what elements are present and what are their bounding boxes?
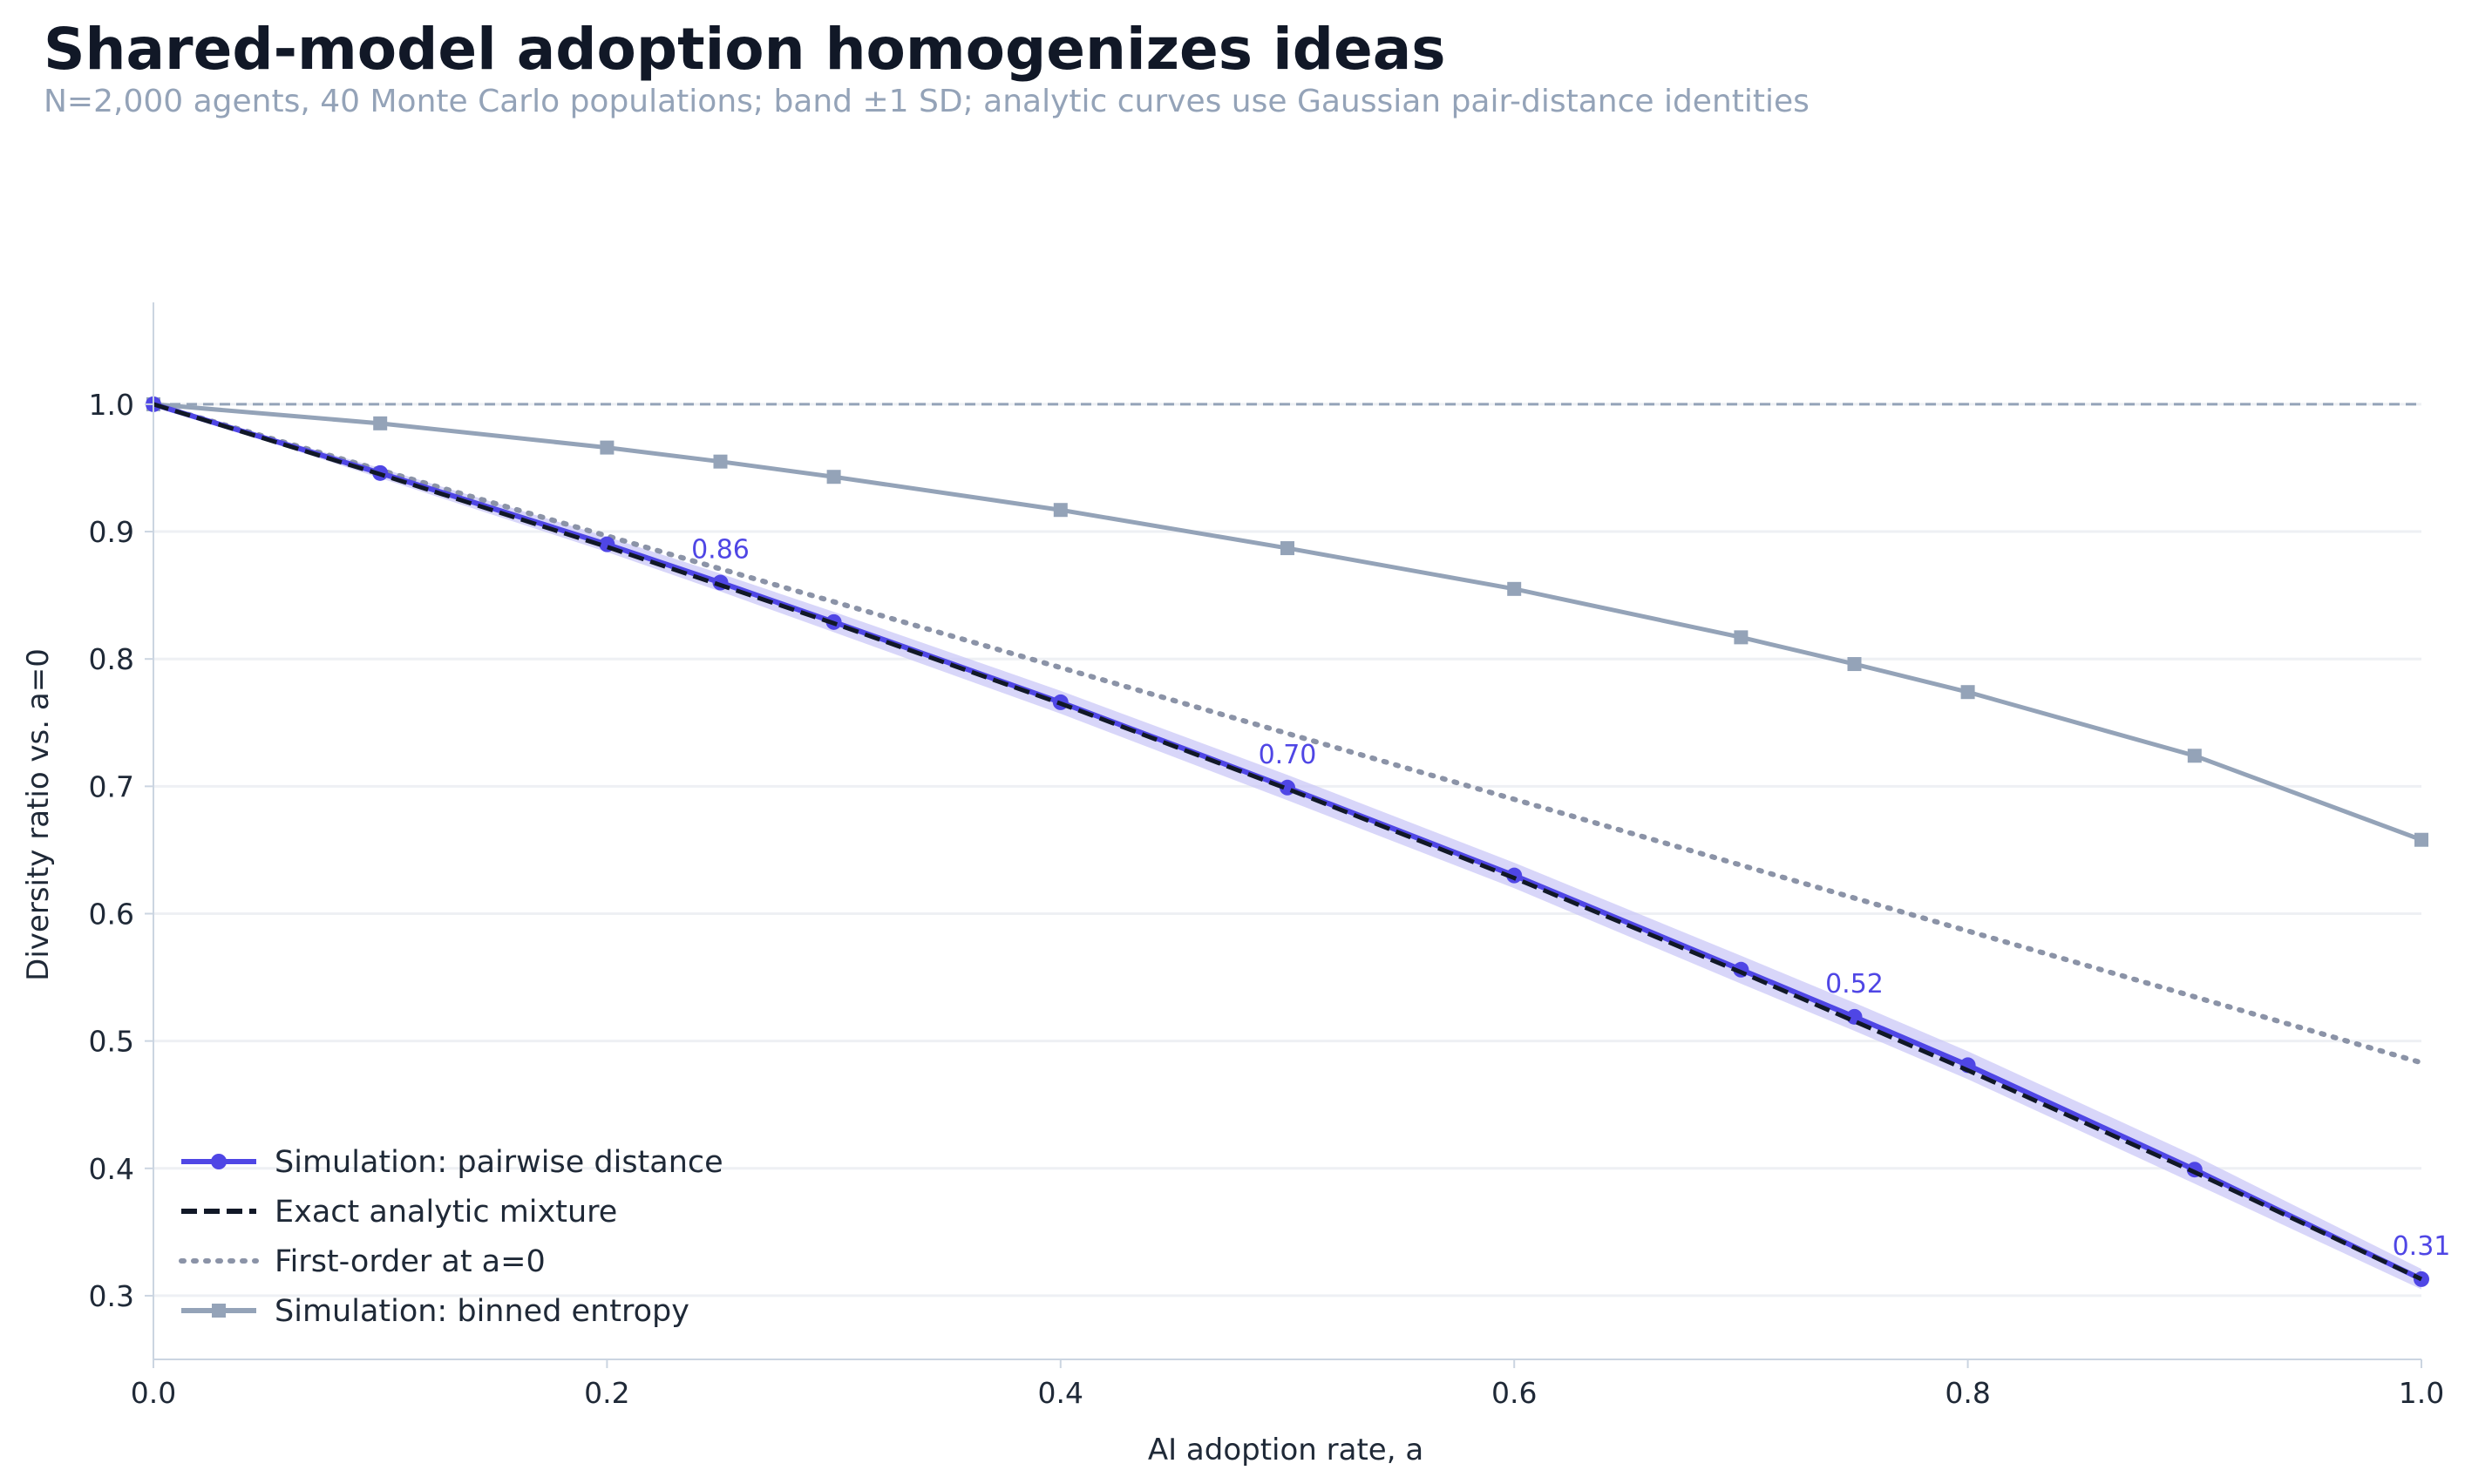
axes: 0.3 0.4 0.5 0.6 0.7 0.8 0.9 1.0 0.0 0.2 0.4 0.6 0.8 1… [89, 302, 2444, 1410]
binned-entropy-point [2187, 749, 2202, 763]
y-tick-label: 0.9 [89, 515, 134, 549]
series-layer [146, 396, 2429, 1287]
legend-label: Simulation: binned entropy [275, 1294, 689, 1329]
chart-subtitle: N=2,000 agents, 40 Monte Carlo populatio… [44, 84, 1810, 119]
annotations: 0.86 0.70 0.52 0.31 [691, 535, 2450, 1262]
value-annotation: 0.31 [2393, 1231, 2451, 1262]
x-axis-label: AI adoption rate, a [1148, 1433, 1423, 1467]
binned-entropy-point [600, 440, 615, 455]
legend-marker [212, 1304, 226, 1318]
y-tick-label: 0.8 [89, 642, 134, 676]
y-axis-label: Diversity ratio vs. a=0 [21, 648, 56, 981]
binned-entropy-point [1847, 657, 1862, 672]
y-tick-label: 0.3 [89, 1279, 134, 1313]
legend-label: Simulation: pairwise distance [275, 1145, 723, 1180]
series-line-first-order [151, 401, 2424, 1066]
x-tick-label: 0.2 [584, 1376, 629, 1410]
x-tick-label: 0.0 [131, 1376, 176, 1410]
legend-label: Exact analytic mixture [275, 1195, 617, 1230]
x-tick-label: 0.8 [1945, 1376, 1990, 1410]
legend: Simulation: pairwise distance Exact analy… [179, 1145, 723, 1329]
x-tick-label: 0.6 [1491, 1376, 1537, 1410]
y-tick-label: 0.6 [89, 897, 134, 931]
binned-entropy-point [373, 416, 388, 430]
binned-entropy-point [1053, 503, 1068, 518]
value-annotation: 0.70 [1259, 740, 1317, 770]
chart-title: Shared-model adoption homogenizes ideas [44, 16, 1446, 83]
legend-label: First-order at a=0 [275, 1244, 546, 1279]
series-line-exact-analytic [153, 402, 2423, 1282]
binned-entropy-point [1507, 581, 1522, 596]
binned-entropy-point [713, 454, 728, 469]
series-line-binned-entropy [153, 402, 2422, 843]
x-tick-label: 1.0 [2399, 1376, 2444, 1410]
pairwise-distance-point [1506, 867, 1523, 884]
binned-entropy-point [1734, 630, 1749, 645]
binned-entropy-point [1280, 541, 1294, 556]
binned-entropy-point [1960, 685, 1975, 700]
binned-entropy-point [826, 470, 841, 485]
y-tick-label: 0.5 [89, 1025, 134, 1059]
value-annotation: 0.52 [1825, 969, 1884, 999]
y-tick-label: 0.7 [89, 769, 134, 803]
x-tick-label: 0.4 [1038, 1376, 1083, 1410]
y-tick-label: 1.0 [89, 388, 134, 422]
legend-marker [211, 1154, 227, 1169]
binned-entropy-point [2414, 832, 2428, 847]
y-tick-label: 0.4 [89, 1152, 134, 1186]
value-annotation: 0.86 [691, 535, 750, 566]
